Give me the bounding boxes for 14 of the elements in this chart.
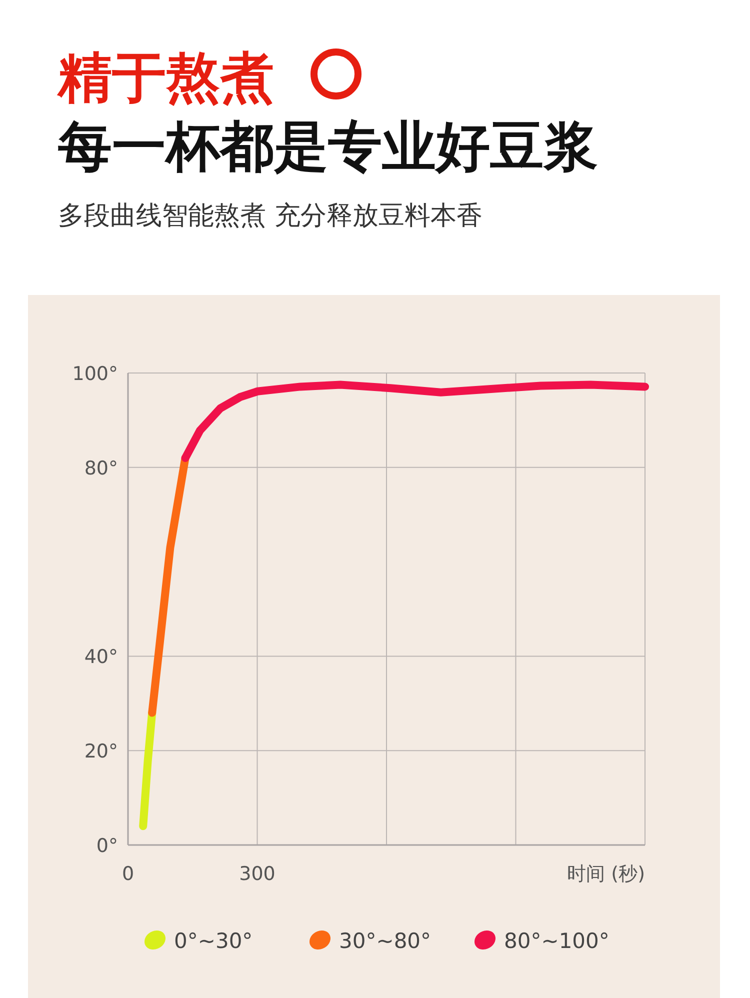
legend-label: 80°~100°: [504, 929, 610, 953]
x-tick-label: 0: [122, 863, 134, 885]
y-tick-label: 100°: [72, 363, 118, 385]
y-tick-label: 0°: [96, 835, 118, 857]
x-axis-title: 时间 (秒): [567, 863, 645, 885]
x-tick-label: 300: [239, 863, 276, 885]
chart-subtitle: 每一杯都是专业好豆浆: [57, 115, 598, 178]
legend-label: 0°~30°: [174, 929, 253, 953]
text: 多段曲线智能熬煮 充分释放豆料本香: [58, 201, 482, 231]
chart-title: 精于熬煮: [56, 46, 274, 109]
y-tick-label: 40°: [84, 646, 118, 668]
y-tick-label: 80°: [84, 457, 118, 480]
y-tick-label: 20°: [84, 740, 118, 763]
legend-label: 30°~80°: [339, 929, 432, 953]
